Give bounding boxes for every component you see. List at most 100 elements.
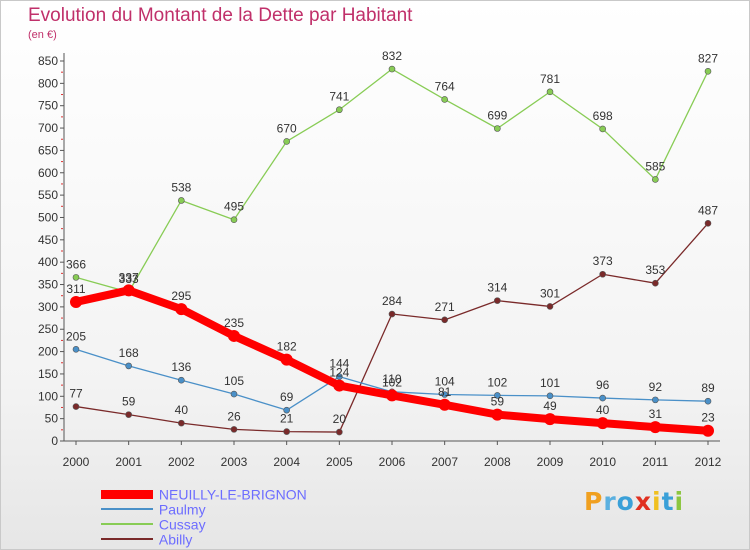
logo-letter: t <box>661 487 675 516</box>
chart-title: Evolution du Montant de la Dette par Hab… <box>28 5 413 26</box>
data-point <box>494 125 501 132</box>
y-tick-label: 600 <box>38 166 58 180</box>
data-label: 585 <box>645 159 665 173</box>
x-tick-label: 2005 <box>326 455 353 469</box>
y-tick-label: 0 <box>51 434 58 448</box>
legend-swatch <box>101 489 153 499</box>
data-label: 311 <box>66 282 85 296</box>
data-point <box>283 428 290 435</box>
x-tick-label: 2004 <box>273 455 300 469</box>
data-label: 104 <box>435 375 455 389</box>
data-label: 235 <box>224 316 244 330</box>
data-label: 366 <box>66 257 86 271</box>
data-point <box>494 392 501 399</box>
y-tick-label: 550 <box>38 188 58 202</box>
data-point <box>388 310 396 318</box>
data-label: 699 <box>487 109 507 123</box>
x-tick-label: 2011 <box>642 455 668 469</box>
legend-item-paulmy: Paulmy <box>101 500 206 517</box>
data-label: 124 <box>329 366 349 380</box>
data-point <box>599 270 606 278</box>
data-point <box>386 389 398 402</box>
data-point <box>704 67 712 75</box>
data-point <box>230 426 238 433</box>
logo-letter: i <box>674 487 685 516</box>
data-label: 101 <box>540 376 560 390</box>
legend-label: NEUILLY-LE-BRIGNON <box>158 486 307 503</box>
data-label: 40 <box>175 403 189 417</box>
y-tick-label: 350 <box>38 278 58 292</box>
data-point <box>441 316 448 324</box>
data-label: 295 <box>171 289 191 303</box>
data-label: 182 <box>277 340 297 354</box>
data-label: 144 <box>329 357 349 371</box>
data-label: 741 <box>329 90 349 104</box>
x-tick-label: 2001 <box>115 455 142 469</box>
data-point <box>649 421 662 434</box>
data-label: 110 <box>382 372 401 386</box>
data-point <box>72 346 80 353</box>
data-point <box>336 428 343 436</box>
y-tick-label: 150 <box>38 367 58 381</box>
data-label: 271 <box>435 300 455 314</box>
data-point <box>178 197 185 204</box>
y-tick-label: 850 <box>38 54 58 68</box>
data-point <box>228 329 240 342</box>
data-label: 81 <box>438 385 452 399</box>
data-point <box>438 398 451 411</box>
data-label: 20 <box>333 412 347 426</box>
x-tick-label: 2002 <box>168 455 195 469</box>
data-label: 301 <box>540 286 560 300</box>
logo-letter: r <box>603 487 617 516</box>
data-label: 538 <box>171 180 191 194</box>
data-label: 59 <box>122 395 136 409</box>
data-point <box>333 379 346 392</box>
data-point <box>441 391 448 398</box>
data-point <box>283 406 290 414</box>
data-label: 26 <box>227 409 241 423</box>
data-label: 96 <box>596 378 610 392</box>
y-tick-label: 200 <box>38 345 58 359</box>
data-point <box>388 65 396 73</box>
legend-item-abilly: Abilly <box>101 530 192 547</box>
data-label: 136 <box>171 360 191 374</box>
data-label: 102 <box>487 375 507 389</box>
y-tick-label: 700 <box>38 121 58 135</box>
x-tick-label: 2007 <box>431 455 458 469</box>
data-label: 102 <box>382 375 402 389</box>
legend-swatch <box>101 538 153 541</box>
legend-label: Paulmy <box>158 501 206 518</box>
x-tick-label: 2008 <box>484 455 511 469</box>
data-point <box>441 96 448 103</box>
data-point <box>652 279 659 287</box>
data-point <box>283 138 290 145</box>
data-label: 92 <box>649 380 663 394</box>
y-tick-label: 450 <box>38 233 58 247</box>
data-point <box>230 216 238 224</box>
data-label: 40 <box>596 403 610 417</box>
legend-label: Cussay <box>158 516 206 533</box>
data-label: 168 <box>119 346 139 360</box>
x-tick-label: 2010 <box>589 455 616 469</box>
data-label: 373 <box>593 254 613 268</box>
data-point <box>125 411 132 418</box>
data-label: 105 <box>224 374 244 388</box>
data-point <box>596 417 609 430</box>
data-label: 69 <box>280 390 294 404</box>
logo-letter: x <box>634 487 652 516</box>
data-point <box>652 396 659 404</box>
data-point <box>546 88 554 96</box>
data-label: 77 <box>69 387 83 401</box>
data-point <box>546 392 554 400</box>
data-point <box>280 353 293 366</box>
data-label: 698 <box>593 109 613 123</box>
data-point <box>178 419 185 427</box>
data-label: 49 <box>543 399 557 413</box>
y-tick-label: 650 <box>38 143 58 157</box>
data-label: 314 <box>487 281 507 295</box>
data-point <box>599 125 606 133</box>
y-tick-label: 100 <box>38 389 58 403</box>
logo-letter: P <box>584 487 604 516</box>
y-tick-label: 50 <box>45 412 59 426</box>
